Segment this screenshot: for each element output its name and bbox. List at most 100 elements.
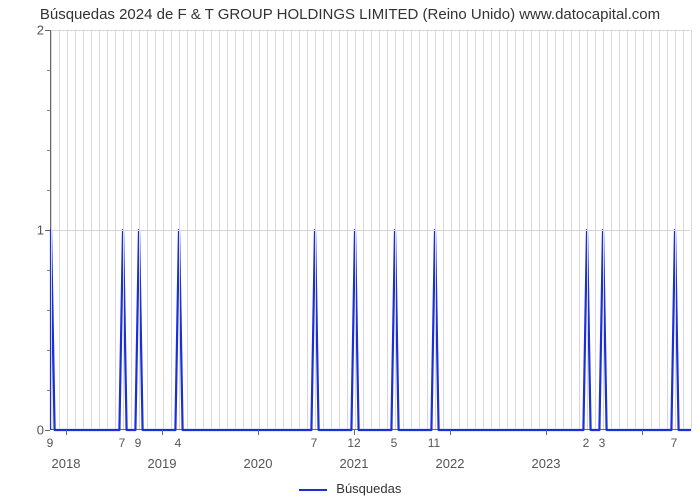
year-label: 2020 [244,456,273,471]
ytick-label: 1 [14,223,44,238]
grid-line-v [179,30,180,429]
grid-line-v [451,30,452,429]
year-label: 2022 [436,456,465,471]
grid-line-v [547,30,548,429]
point-label: 7 [671,436,678,450]
grid-line-v [291,30,292,429]
ytick-minor [47,150,50,151]
point-label: 11 [428,436,440,450]
ytick-minor [47,110,50,111]
xtick-mark [354,430,355,435]
grid-line-v [459,30,460,429]
grid-line-v [355,30,356,429]
grid-line-v [203,30,204,429]
grid-line-v [251,30,252,429]
grid-line-v [539,30,540,429]
grid-line-v [523,30,524,429]
grid-line-v [427,30,428,429]
grid-line-v [187,30,188,429]
grid-line-v [211,30,212,429]
point-label: 5 [391,436,398,450]
grid-line-v [147,30,148,429]
grid-line-v [299,30,300,429]
grid-line-v [659,30,660,429]
grid-line-v [323,30,324,429]
grid-line-v [619,30,620,429]
grid-line-v [563,30,564,429]
grid-line-v [51,30,52,429]
legend-label: Búsquedas [336,481,401,496]
grid-line-v [435,30,436,429]
xtick-mark [258,430,259,435]
grid-line-v [515,30,516,429]
grid-line-v [139,30,140,429]
legend: Búsquedas [0,481,700,496]
point-label: 9 [47,436,54,450]
ytick-minor [47,270,50,271]
grid-line-v [123,30,124,429]
grid-line-v [339,30,340,429]
point-label: 4 [175,436,182,450]
grid-line-v [667,30,668,429]
grid-line-v [131,30,132,429]
grid-line-v [571,30,572,429]
point-label: 7 [119,436,126,450]
ytick-mark [45,230,50,231]
grid-line-v [107,30,108,429]
grid-line-v [499,30,500,429]
grid-line-v [531,30,532,429]
grid-line-v [683,30,684,429]
grid-line-v [467,30,468,429]
ytick-mark [45,430,50,431]
grid-line-v [307,30,308,429]
xtick-mark [642,430,643,435]
xtick-mark [66,430,67,435]
xtick-mark [162,430,163,435]
ytick-minor [47,350,50,351]
grid-line-v [363,30,364,429]
grid-line-v [611,30,612,429]
grid-line-v [587,30,588,429]
year-label: 2018 [52,456,81,471]
point-label: 2 [583,436,590,450]
grid-line-v [491,30,492,429]
point-label: 3 [599,436,606,450]
ytick-minor [47,70,50,71]
plot-area [50,30,690,430]
ytick-label: 2 [14,23,44,38]
grid-line-v [579,30,580,429]
grid-line-v [411,30,412,429]
point-label: 7 [311,436,318,450]
grid-line-v [83,30,84,429]
grid-line-v [595,30,596,429]
grid-line-v [331,30,332,429]
grid-line-v [267,30,268,429]
grid-line-v [219,30,220,429]
year-label: 2023 [532,456,561,471]
ytick-minor [47,190,50,191]
chart-container: Búsquedas 2024 de F & T GROUP HOLDINGS L… [0,0,700,500]
grid-line-v [387,30,388,429]
grid-line-v [483,30,484,429]
grid-line-v [347,30,348,429]
grid-line-v [163,30,164,429]
grid-line-v [67,30,68,429]
grid-line-v [115,30,116,429]
grid-line-v [235,30,236,429]
ytick-minor [47,310,50,311]
xtick-mark [450,430,451,435]
legend-swatch [299,489,327,491]
ytick-mark [45,30,50,31]
grid-line-v [315,30,316,429]
grid-line-v [171,30,172,429]
year-label: 2021 [340,456,369,471]
year-label: 2019 [148,456,177,471]
grid-line-v [403,30,404,429]
grid-line-v [475,30,476,429]
grid-line-v [603,30,604,429]
grid-line-v [635,30,636,429]
grid-line-v [555,30,556,429]
point-label: 12 [347,436,360,450]
grid-line-v [243,30,244,429]
ytick-minor [47,390,50,391]
